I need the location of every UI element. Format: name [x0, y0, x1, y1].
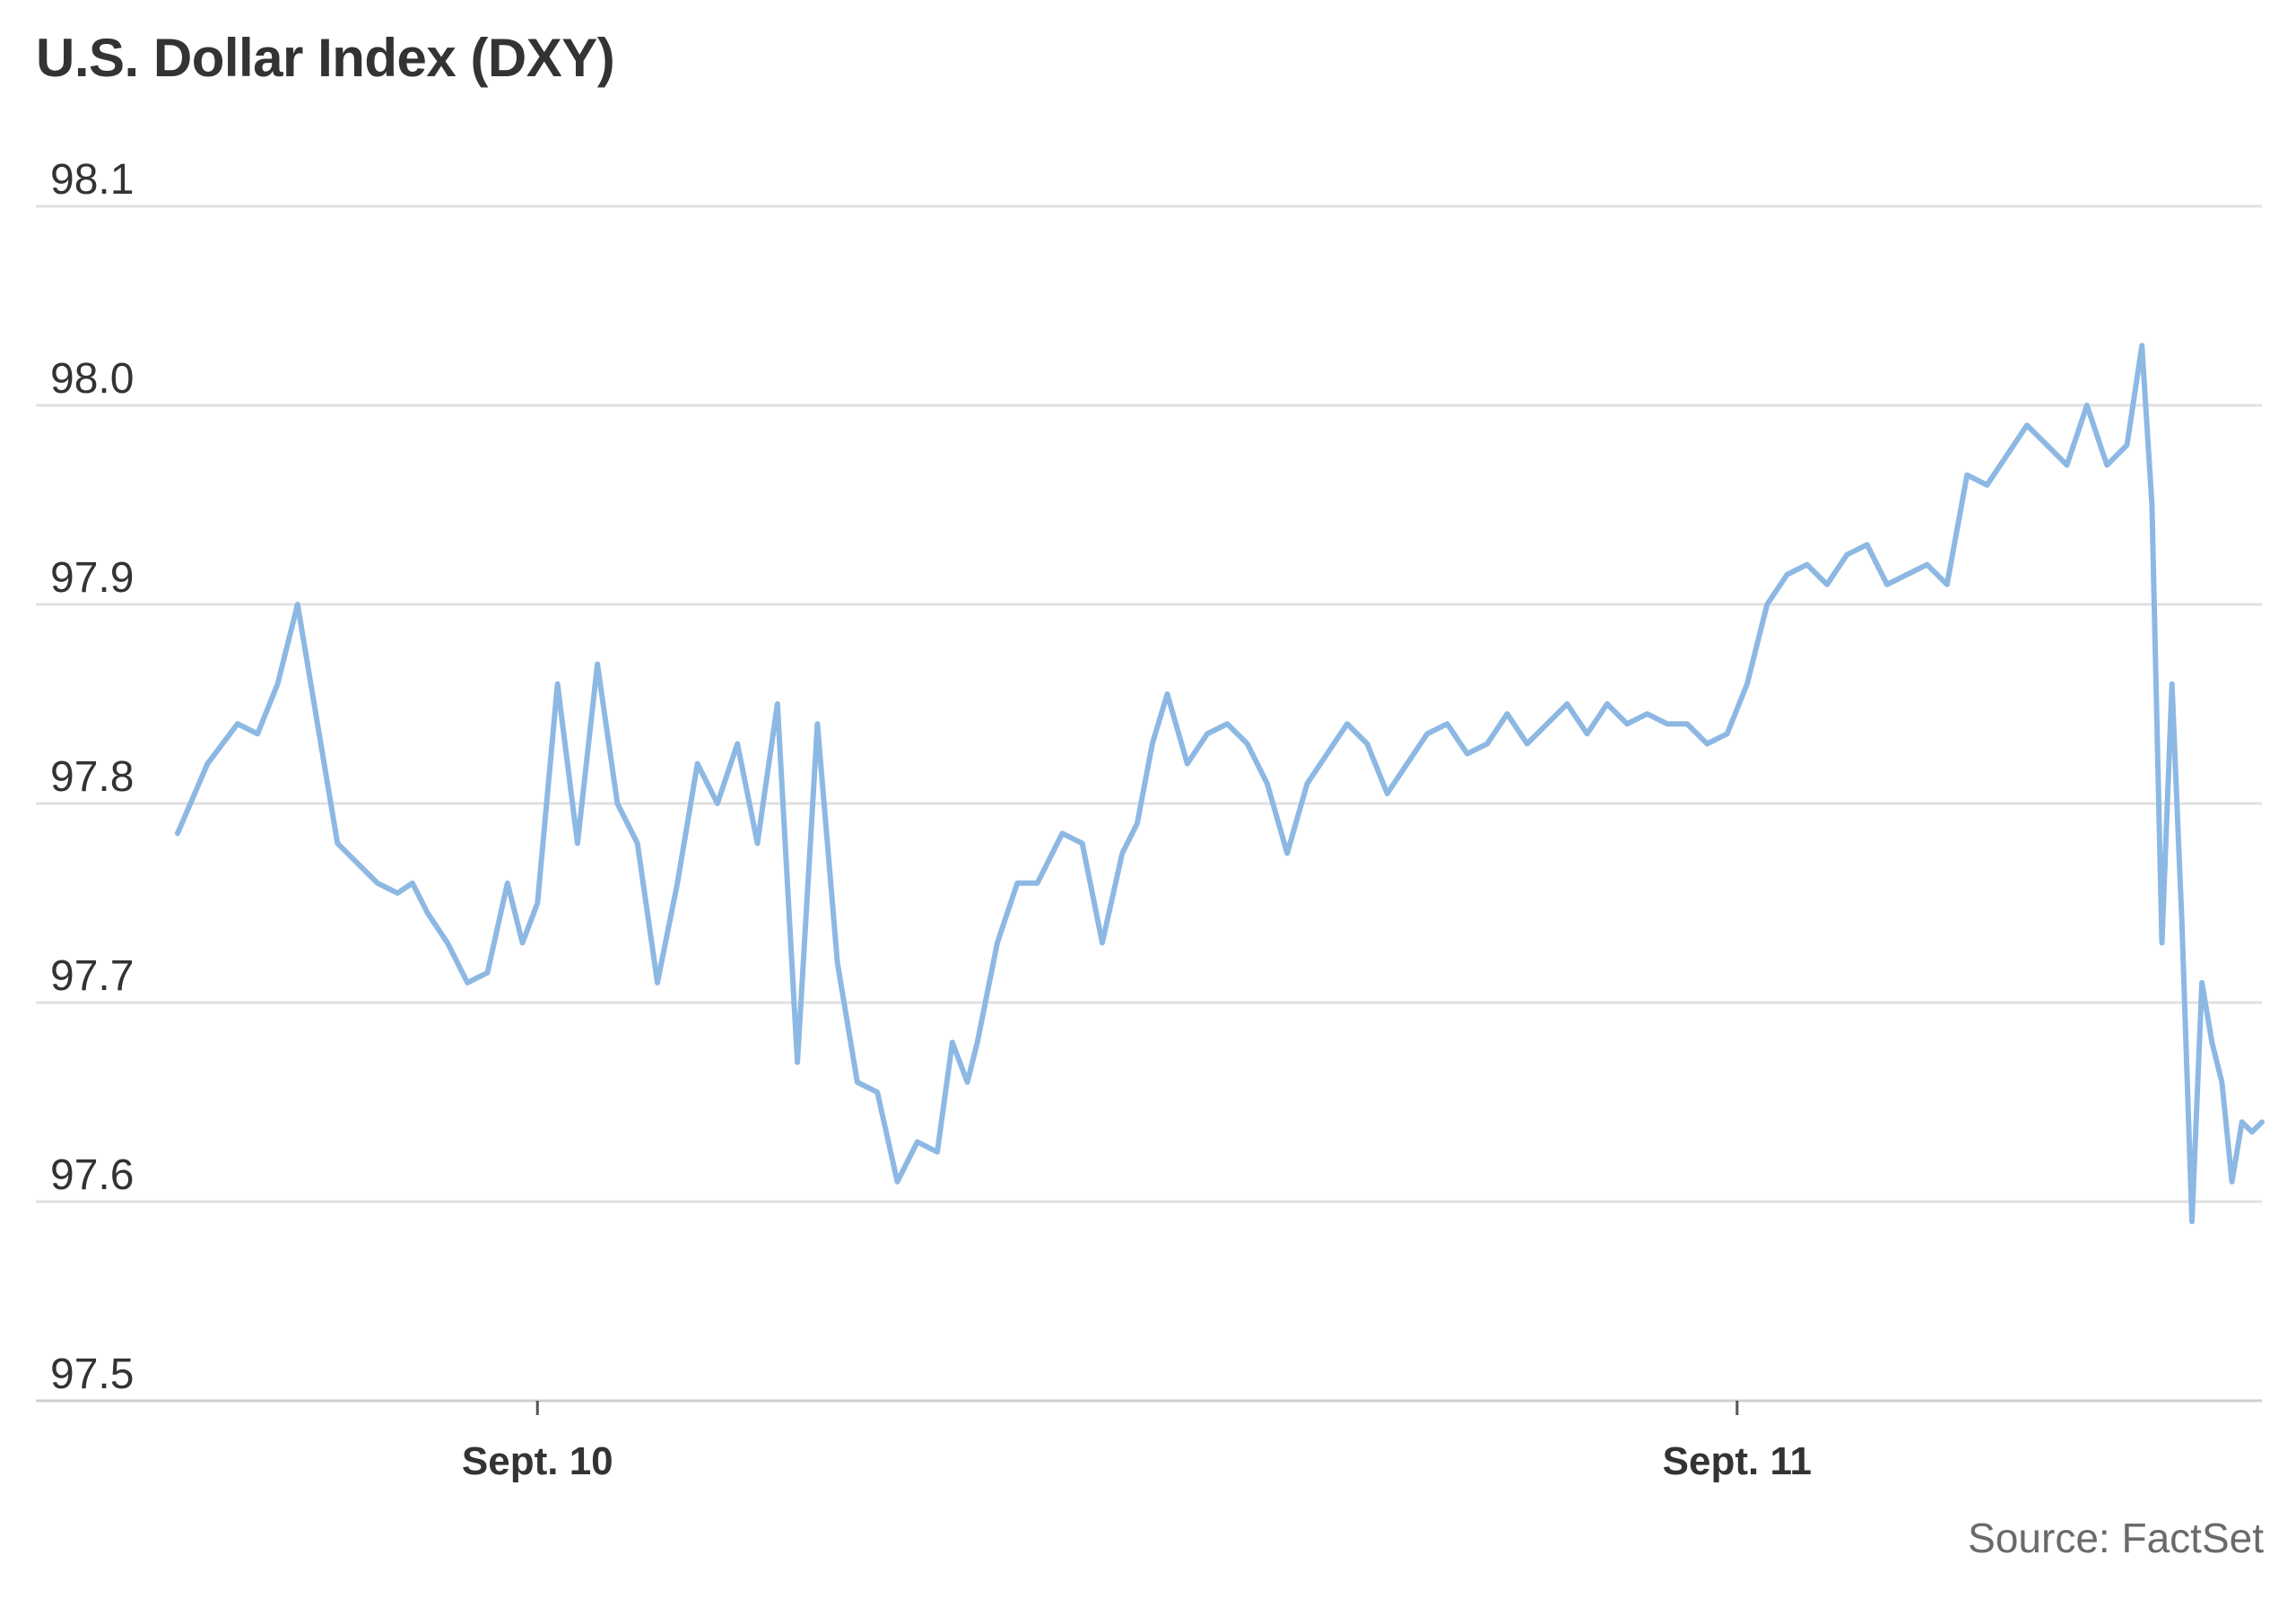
y-tick-label: 97.7	[50, 952, 134, 1000]
y-tick-label: 97.6	[50, 1151, 134, 1199]
y-tick-label: 97.9	[50, 554, 134, 602]
x-tick-label: Sept. 10	[462, 1439, 613, 1483]
y-tick-label: 97.8	[50, 753, 134, 801]
series-layer	[175, 343, 2265, 1225]
source-note: Source: FactSet	[1968, 1515, 2264, 1561]
y-tick-label: 98.1	[50, 156, 134, 204]
y-tick-label: 97.5	[50, 1351, 134, 1398]
series-line	[175, 343, 2265, 1225]
grid-lines	[36, 204, 2262, 1203]
chart-title: U.S. Dollar Index (DXY)	[36, 28, 615, 88]
x-tick-label: Sept. 11	[1663, 1439, 1812, 1483]
y-tick-label: 98.0	[50, 355, 134, 403]
y-tick-labels: 98.1 98.0 97.9 97.8 97.7 97.6 97.5	[50, 156, 134, 1398]
x-axis: Sept. 10 Sept. 11	[36, 1399, 2262, 1483]
